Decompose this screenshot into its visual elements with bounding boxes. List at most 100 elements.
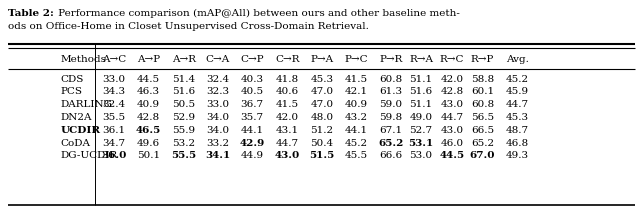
Text: 33.0: 33.0 xyxy=(102,74,125,84)
Text: DARLING: DARLING xyxy=(61,100,113,109)
Text: 46.8: 46.8 xyxy=(506,139,529,148)
Text: 40.9: 40.9 xyxy=(345,100,368,109)
Text: 32.3: 32.3 xyxy=(206,87,229,97)
Text: 42.0: 42.0 xyxy=(276,113,299,122)
Text: 40.9: 40.9 xyxy=(137,100,160,109)
Text: 51.1: 51.1 xyxy=(410,100,433,109)
Text: R→C: R→C xyxy=(440,55,464,64)
Text: 44.9: 44.9 xyxy=(241,151,264,161)
Text: 66.6: 66.6 xyxy=(380,151,403,161)
Text: 44.1: 44.1 xyxy=(345,126,368,135)
Text: 44.7: 44.7 xyxy=(276,139,299,148)
Text: 34.0: 34.0 xyxy=(206,126,229,135)
Text: 55.9: 55.9 xyxy=(172,126,195,135)
Text: A→P: A→P xyxy=(137,55,160,64)
Text: C→P: C→P xyxy=(241,55,264,64)
Text: 50.4: 50.4 xyxy=(310,139,333,148)
Text: DN2A: DN2A xyxy=(61,113,92,122)
Text: 44.7: 44.7 xyxy=(440,113,463,122)
Text: 50.1: 50.1 xyxy=(137,151,160,161)
Text: 67.1: 67.1 xyxy=(380,126,403,135)
Text: 65.2: 65.2 xyxy=(471,139,494,148)
Text: 44.7: 44.7 xyxy=(506,100,529,109)
Text: 51.6: 51.6 xyxy=(172,87,195,97)
Text: 40.5: 40.5 xyxy=(241,87,264,97)
Text: 51.1: 51.1 xyxy=(410,74,433,84)
Text: 34.7: 34.7 xyxy=(102,139,125,148)
Text: 49.0: 49.0 xyxy=(410,113,433,122)
Text: 52.9: 52.9 xyxy=(172,113,195,122)
Text: 44.5: 44.5 xyxy=(439,151,465,161)
Text: C→A: C→A xyxy=(205,55,230,64)
Text: 59.0: 59.0 xyxy=(380,100,403,109)
Text: 32.4: 32.4 xyxy=(102,100,125,109)
Text: 61.3: 61.3 xyxy=(380,87,403,97)
Text: 50.5: 50.5 xyxy=(172,100,195,109)
Text: 47.0: 47.0 xyxy=(310,100,333,109)
Text: Avg.: Avg. xyxy=(506,55,529,64)
Text: 34.3: 34.3 xyxy=(102,87,125,97)
Text: 46.0: 46.0 xyxy=(440,139,463,148)
Text: 32.4: 32.4 xyxy=(206,74,229,84)
Text: A→C: A→C xyxy=(102,55,126,64)
Text: R→P: R→P xyxy=(471,55,494,64)
Text: 45.5: 45.5 xyxy=(345,151,368,161)
Text: 49.3: 49.3 xyxy=(506,151,529,161)
Text: 33.2: 33.2 xyxy=(206,139,229,148)
Text: ods on Office-Home in Closet Unsupervised Cross-Domain Retrieval.: ods on Office-Home in Closet Unsupervise… xyxy=(8,22,369,31)
Text: 40.6: 40.6 xyxy=(276,87,299,97)
Text: 36.7: 36.7 xyxy=(241,100,264,109)
Text: 53.2: 53.2 xyxy=(172,139,195,148)
Text: 65.2: 65.2 xyxy=(378,139,404,148)
Text: 53.0: 53.0 xyxy=(410,151,433,161)
Text: 43.0: 43.0 xyxy=(440,100,463,109)
Text: 42.8: 42.8 xyxy=(440,87,463,97)
Text: 35.7: 35.7 xyxy=(241,113,264,122)
Text: 59.8: 59.8 xyxy=(380,113,403,122)
Text: 45.9: 45.9 xyxy=(506,87,529,97)
Text: 41.5: 41.5 xyxy=(276,100,299,109)
Text: P→C: P→C xyxy=(345,55,368,64)
Text: 45.2: 45.2 xyxy=(345,139,368,148)
Text: 51.5: 51.5 xyxy=(309,151,335,161)
Text: 45.3: 45.3 xyxy=(506,113,529,122)
Text: R→A: R→A xyxy=(409,55,433,64)
Text: 45.2: 45.2 xyxy=(506,74,529,84)
Text: 67.0: 67.0 xyxy=(470,151,495,161)
Text: 41.5: 41.5 xyxy=(345,74,368,84)
Text: 43.2: 43.2 xyxy=(345,113,368,122)
Text: 46.3: 46.3 xyxy=(137,87,160,97)
Text: 51.2: 51.2 xyxy=(310,126,333,135)
Text: 60.8: 60.8 xyxy=(471,100,494,109)
Text: 43.0: 43.0 xyxy=(275,151,300,161)
Text: 51.6: 51.6 xyxy=(410,87,433,97)
Text: 51.4: 51.4 xyxy=(172,74,195,84)
Text: 42.0: 42.0 xyxy=(440,74,463,84)
Text: 42.8: 42.8 xyxy=(137,113,160,122)
Text: 49.6: 49.6 xyxy=(137,139,160,148)
Text: 55.5: 55.5 xyxy=(171,151,196,161)
Text: Table 2:: Table 2: xyxy=(8,9,54,18)
Text: 43.0: 43.0 xyxy=(440,126,463,135)
Text: 35.5: 35.5 xyxy=(102,113,125,122)
Text: 36.1: 36.1 xyxy=(102,126,125,135)
Text: 48.7: 48.7 xyxy=(506,126,529,135)
Text: 66.5: 66.5 xyxy=(471,126,494,135)
Text: 53.1: 53.1 xyxy=(408,139,434,148)
Text: 47.0: 47.0 xyxy=(310,87,333,97)
Text: 40.3: 40.3 xyxy=(241,74,264,84)
Text: P→A: P→A xyxy=(310,55,333,64)
Text: CoDA: CoDA xyxy=(61,139,91,148)
Text: 48.0: 48.0 xyxy=(310,113,333,122)
Text: 60.1: 60.1 xyxy=(471,87,494,97)
Text: 43.1: 43.1 xyxy=(276,126,299,135)
Text: 60.8: 60.8 xyxy=(380,74,403,84)
Text: 33.0: 33.0 xyxy=(206,100,229,109)
Text: Performance comparison (mAP@All) between ours and other baseline meth-: Performance comparison (mAP@All) between… xyxy=(55,9,460,19)
Text: 42.9: 42.9 xyxy=(239,139,265,148)
Text: DG-UCDIR: DG-UCDIR xyxy=(61,151,118,161)
Text: C→R: C→R xyxy=(275,55,300,64)
Text: 44.1: 44.1 xyxy=(241,126,264,135)
Text: A→R: A→R xyxy=(172,55,196,64)
Text: UCDIR: UCDIR xyxy=(61,126,101,135)
